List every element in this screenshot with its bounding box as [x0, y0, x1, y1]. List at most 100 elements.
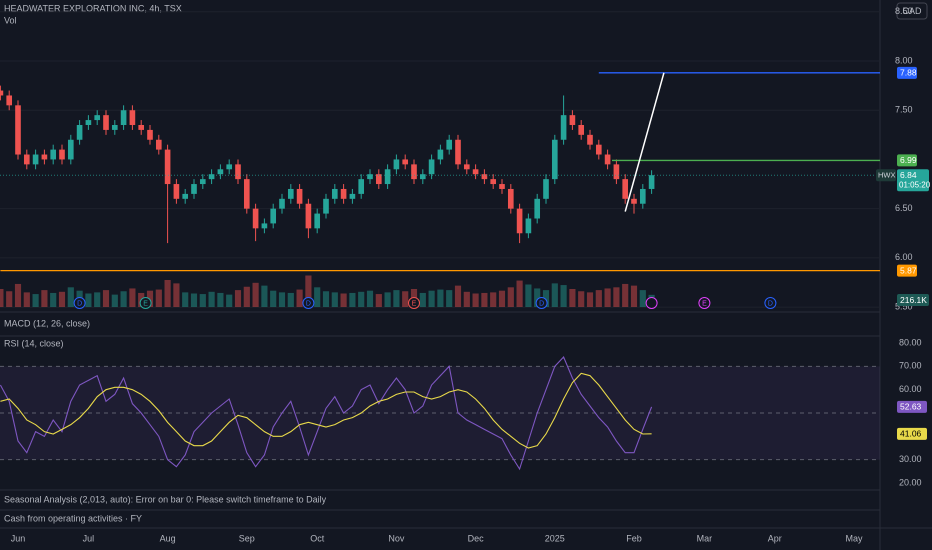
volume-bar — [23, 292, 30, 307]
chart-title: HEADWATER EXPLORATION INC, 4h, TSX — [4, 3, 182, 13]
candle-body — [173, 184, 180, 199]
volume-title: Vol — [4, 15, 17, 25]
volume-bar — [454, 285, 462, 307]
candle-body — [455, 139, 461, 165]
candle-body — [411, 164, 417, 180]
y-tick-label: 80.00 — [899, 337, 922, 347]
x-tick-label: Dec — [468, 533, 485, 543]
volume-bar — [437, 289, 444, 307]
price-tag — [897, 169, 929, 192]
candle-body — [534, 198, 541, 219]
currency-button[interactable] — [896, 2, 928, 20]
level-label: 7.88 — [900, 68, 917, 78]
candle-body — [6, 95, 13, 106]
candle-body — [323, 198, 329, 214]
volume-bar — [32, 294, 39, 307]
candle-body — [67, 139, 74, 160]
candle-body — [32, 154, 39, 165]
volume-bar — [358, 291, 365, 307]
event-badge — [535, 297, 548, 309]
volume-bar — [146, 290, 154, 307]
candle-body — [516, 208, 523, 234]
cash-title: Cash from operating activities · FY — [4, 513, 142, 523]
level-tag — [897, 66, 917, 79]
event-badge — [73, 297, 86, 309]
candle-body — [402, 159, 409, 165]
level-label: 6.99 — [900, 155, 917, 165]
y-tick-label: 30.00 — [899, 454, 922, 464]
candle-body — [191, 184, 197, 194]
volume-bar — [58, 291, 66, 307]
event-badge — [408, 297, 420, 309]
candle-body — [569, 115, 576, 125]
candle-body — [490, 179, 497, 185]
candle-body — [243, 179, 250, 209]
volume-bar — [190, 293, 198, 307]
x-tick-label: May — [845, 533, 863, 543]
candle-body — [578, 124, 585, 135]
volume-bar — [252, 282, 259, 307]
candle-body — [296, 188, 303, 204]
candle-body — [182, 193, 189, 199]
x-tick-label: Feb — [626, 533, 642, 543]
candle-body — [23, 154, 30, 165]
volume-bar — [234, 290, 242, 307]
candle-body — [446, 139, 453, 150]
event-label: E — [702, 300, 707, 307]
candle-body — [305, 203, 312, 229]
volume-bar — [366, 290, 374, 307]
volume-bar — [173, 283, 180, 307]
volume-tag — [897, 294, 929, 306]
volume-bar — [217, 292, 224, 307]
volume-bar — [481, 292, 488, 307]
volume-bar — [199, 294, 206, 307]
level-tag — [897, 154, 917, 167]
candle-body — [543, 179, 549, 199]
candle-body — [314, 213, 321, 229]
volume-bar — [551, 283, 558, 307]
countdown: 01:05:20 — [899, 180, 931, 189]
candle-body — [393, 159, 400, 170]
level-tag — [897, 264, 917, 277]
volume-bar — [50, 292, 57, 307]
volume-bar — [85, 293, 92, 307]
candle-body — [631, 198, 637, 204]
candle-body — [349, 193, 356, 199]
candle-body — [103, 115, 109, 130]
y-tick-label: 6.00 — [895, 252, 913, 262]
candle-body — [164, 149, 171, 185]
candle-body — [287, 188, 294, 199]
candle-body — [252, 208, 259, 229]
volume-bar — [111, 294, 118, 307]
volume-bar — [331, 292, 338, 307]
currency[interactable]: CAD — [902, 6, 922, 16]
candle-body — [375, 174, 382, 185]
event-label: D — [306, 300, 311, 307]
candle-body — [463, 164, 470, 170]
volume-bar — [155, 289, 162, 307]
volume-bar — [542, 290, 550, 307]
volume-bar — [94, 292, 101, 307]
symbol-tag — [876, 169, 896, 182]
event-badge — [302, 297, 315, 309]
level-label: 5.87 — [900, 265, 917, 275]
volume-bar — [507, 287, 514, 307]
volume-bar — [41, 290, 48, 307]
x-tick-label: Jul — [83, 533, 95, 543]
y-tick-label: 7.50 — [895, 105, 913, 115]
volume-bar — [402, 291, 409, 307]
y-tick-label: 60.00 — [899, 384, 922, 394]
candle-body — [76, 124, 83, 140]
candle-body — [587, 134, 593, 145]
volume-bar — [463, 291, 470, 307]
x-tick-label: Nov — [388, 533, 405, 543]
volume-bar — [560, 285, 567, 307]
volume-bar — [419, 292, 426, 307]
candle-body — [560, 115, 567, 140]
candle-body — [15, 105, 21, 155]
volume-bar — [586, 292, 594, 307]
candle-body — [111, 124, 118, 130]
volume-bar — [472, 293, 479, 307]
x-tick-label: 2025 — [545, 533, 565, 543]
